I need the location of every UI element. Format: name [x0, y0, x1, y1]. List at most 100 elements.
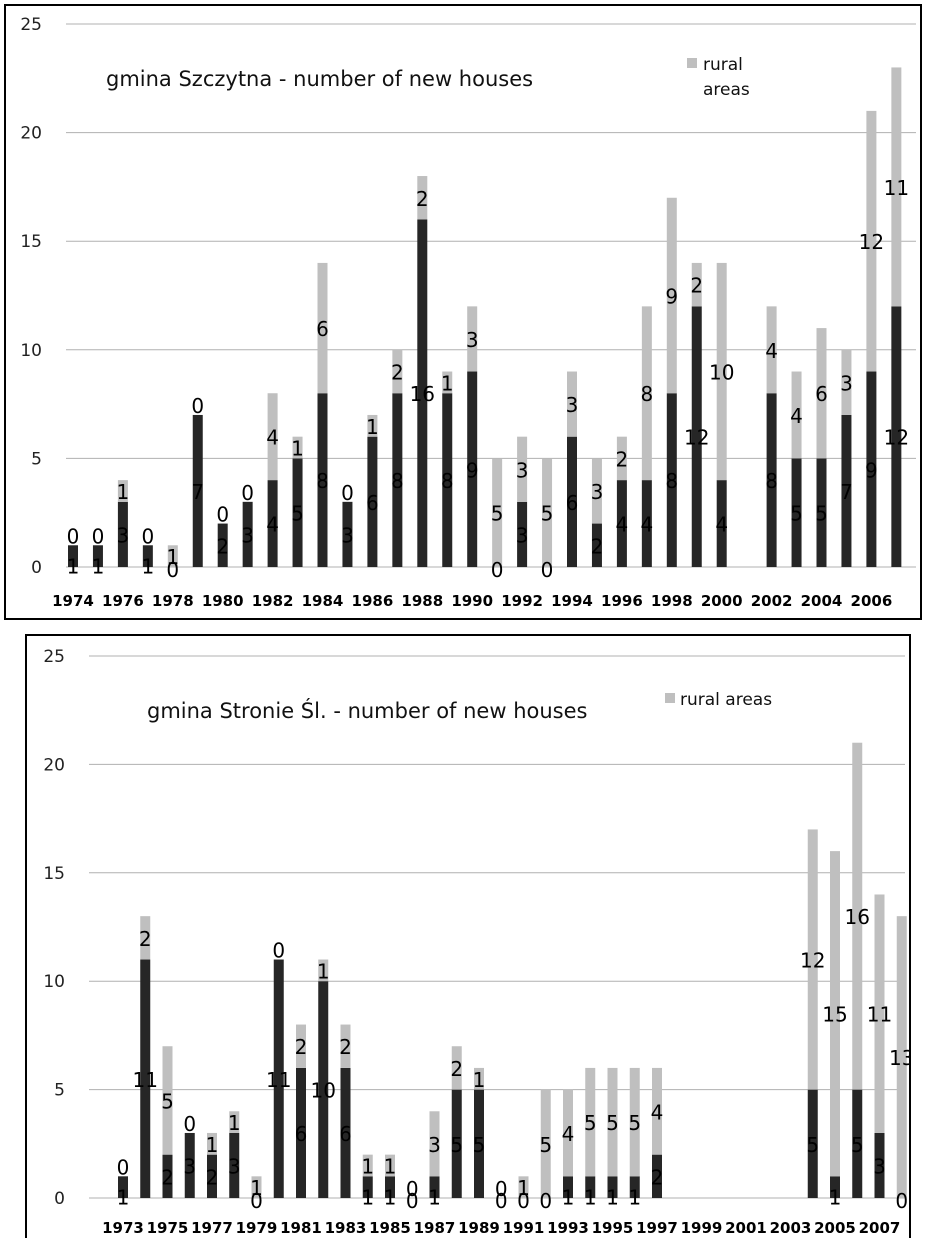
data-label-rural: 3 — [566, 393, 579, 417]
bar-dark — [517, 501, 528, 567]
x-tick-label: 1977 — [191, 1219, 233, 1237]
bar-dark — [340, 1067, 351, 1198]
data-label-dark: 0 — [250, 1189, 263, 1213]
x-tick-label: 2004 — [801, 592, 843, 610]
data-label-dark: 1 — [829, 1185, 842, 1209]
data-label-dark: 3 — [516, 523, 529, 547]
bar-rural — [652, 1067, 662, 1155]
bar-rural — [492, 458, 503, 567]
x-tick-label: 1973 — [102, 1219, 144, 1237]
data-label-dark: 2 — [206, 1165, 219, 1189]
data-label-dark: 1 — [428, 1185, 441, 1209]
bar-dark — [766, 393, 777, 567]
bar-dark — [140, 959, 151, 1198]
data-label-dark: 2 — [216, 534, 229, 558]
data-label-dark: 9 — [466, 458, 479, 482]
data-label-rural: 12 — [800, 949, 825, 973]
bar-rural — [542, 458, 553, 567]
bar-dark — [807, 1089, 818, 1198]
y-tick-label: 5 — [31, 449, 42, 469]
chart-title: gmina Szczytna - number of new houses — [106, 67, 533, 91]
bar-dark — [585, 1176, 596, 1198]
data-label-dark: 1 — [606, 1185, 619, 1209]
data-label-dark: 0 — [541, 558, 554, 582]
x-tick-label: 1986 — [352, 592, 394, 610]
x-tick-label: 1981 — [280, 1219, 322, 1237]
data-label-rural: 0 — [141, 524, 154, 548]
data-label-dark: 6 — [566, 491, 579, 515]
y-tick-label: 25 — [20, 15, 42, 35]
chart-title: gmina Stronie Śl. - number of new houses — [147, 698, 587, 723]
data-label-dark: 3 — [228, 1154, 241, 1178]
bar-rural — [417, 176, 428, 220]
data-label-rural: 2 — [139, 927, 152, 951]
y-tick-label: 0 — [31, 558, 42, 578]
data-label-rural: 16 — [845, 905, 870, 929]
data-label-dark: 0 — [406, 1189, 419, 1213]
data-label-rural: 6 — [815, 382, 828, 406]
chart-panel-szczytna: 0 5 10 15 20 25 1974 1976 1978 1980 1982 1984 1986 19… — [4, 4, 922, 620]
data-label-rural: 2 — [295, 1035, 308, 1059]
bar-dark — [207, 1154, 217, 1198]
bar-rural — [629, 1067, 640, 1177]
legend-swatch — [687, 58, 697, 68]
bar-rural — [385, 1154, 395, 1177]
bar-dark — [841, 414, 852, 567]
bar-dark — [830, 1176, 840, 1198]
bar-rural — [607, 1067, 618, 1177]
data-label-rural: 0 — [183, 1112, 196, 1136]
data-label-dark: 0 — [491, 558, 504, 582]
bar-dark — [442, 393, 453, 567]
x-tick-label: 1974 — [52, 592, 94, 610]
bar-rural — [540, 1089, 551, 1198]
data-label-dark: 0 — [895, 1189, 908, 1213]
x-tick-label: 1989 — [458, 1219, 500, 1237]
data-label-dark: 1 — [584, 1185, 597, 1209]
bar-dark — [292, 458, 303, 567]
bar-dark — [118, 1176, 128, 1198]
y-tick-label: 10 — [43, 972, 65, 992]
bar-rural — [716, 262, 727, 481]
bar-rural — [140, 916, 151, 960]
data-label-dark: 0 — [495, 1189, 508, 1213]
bar-dark — [296, 1067, 306, 1198]
bar-rural — [807, 829, 818, 1090]
bar-rural — [362, 1154, 373, 1177]
x-tick-label: 1975 — [147, 1219, 189, 1237]
bar-rural — [891, 67, 902, 307]
data-label-dark: 2 — [651, 1165, 664, 1189]
bar-dark — [142, 545, 153, 567]
data-label-dark: 4 — [616, 513, 629, 537]
data-label-dark: 1 — [67, 554, 80, 578]
data-label-dark: 8 — [441, 469, 454, 493]
bar-dark — [629, 1176, 640, 1198]
bar-dark — [474, 1089, 484, 1198]
data-label-dark: 8 — [391, 469, 404, 493]
data-label-rural: 0 — [406, 1177, 419, 1201]
data-label-rural: 0 — [341, 481, 354, 505]
bar-dark — [791, 458, 802, 567]
data-label-dark: 6 — [366, 491, 379, 515]
data-label-dark: 0 — [539, 1189, 552, 1213]
x-tick-label: 1976 — [102, 592, 144, 610]
data-label-dark: 3 — [183, 1154, 196, 1178]
data-label-dark: 5 — [790, 502, 803, 526]
bar-rural — [852, 742, 863, 1090]
bar-rural — [292, 436, 303, 459]
bar-dark — [451, 1089, 462, 1198]
bar-dark — [641, 480, 652, 567]
bar-rural — [563, 1089, 573, 1177]
data-label-rural: 1 — [250, 1176, 263, 1200]
bar-rural — [340, 1024, 351, 1068]
data-label-rural: 1 — [166, 545, 179, 569]
bar-dark — [816, 458, 827, 567]
data-label-dark: 3 — [341, 523, 354, 547]
bar-dark — [273, 959, 284, 1198]
data-label-dark: 1 — [141, 554, 154, 578]
bar-dark — [891, 306, 902, 567]
data-label-rural: 5 — [584, 1111, 597, 1135]
data-label-dark: 10 — [311, 1079, 336, 1103]
data-label-rural: 5 — [161, 1089, 174, 1113]
data-label-rural: 1 — [517, 1176, 530, 1200]
data-label-rural: 0 — [495, 1177, 508, 1201]
